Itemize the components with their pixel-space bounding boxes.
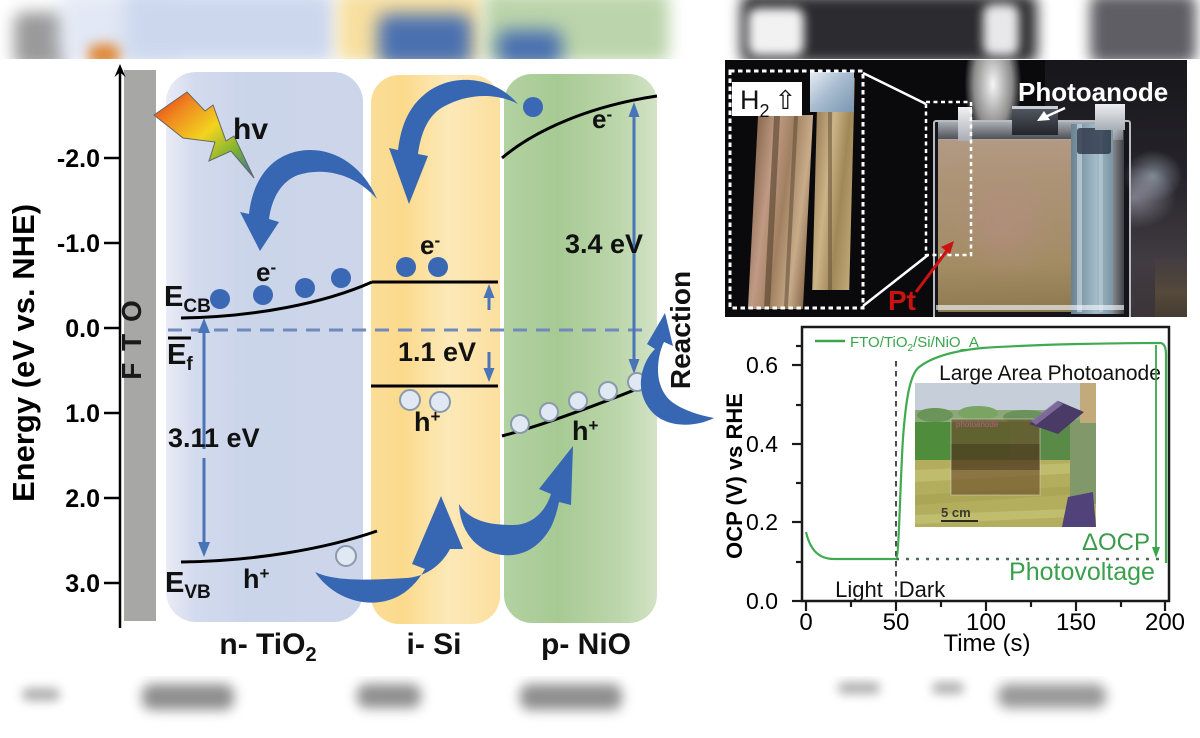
- svg-text:1.0: 1.0: [65, 400, 100, 428]
- svg-text:2.0: 2.0: [65, 485, 100, 513]
- svg-text:3.0: 3.0: [65, 570, 100, 598]
- svg-text:3.11 eV: 3.11 eV: [168, 423, 260, 453]
- svg-text:5 cm: 5 cm: [941, 505, 971, 520]
- svg-text:FTO/TiO2/Si/NiO_A: FTO/TiO2/Si/NiO_A: [850, 334, 979, 354]
- svg-text:200: 200: [1145, 609, 1185, 636]
- svg-text:Time (s): Time (s): [943, 630, 1030, 657]
- svg-text:p- NiO: p- NiO: [541, 628, 631, 661]
- svg-text:Photoanode: Photoanode: [1018, 77, 1168, 107]
- svg-text:100: 100: [966, 609, 1006, 636]
- svg-text:Light: Light: [835, 577, 883, 602]
- svg-text:Dark: Dark: [899, 577, 946, 602]
- svg-text:0.0: 0.0: [746, 588, 778, 614]
- svg-text:Energy (eV vs. NHE): Energy (eV vs. NHE): [6, 204, 41, 502]
- svg-text:-1.0: -1.0: [57, 230, 100, 258]
- svg-text:0: 0: [799, 609, 812, 636]
- svg-text:Photovoltage: Photovoltage: [1009, 558, 1155, 586]
- svg-text:3.4 eV: 3.4 eV: [565, 229, 643, 259]
- svg-text:0.4: 0.4: [746, 431, 778, 457]
- svg-text:Large Area Photoanode: Large Area Photoanode: [939, 362, 1161, 385]
- svg-text:-2.0: -2.0: [57, 145, 100, 173]
- svg-text:Reaction: Reaction: [665, 271, 696, 389]
- svg-text:150: 150: [1056, 609, 1096, 636]
- svg-text:OCP (V) vs RHE: OCP (V) vs RHE: [722, 393, 747, 559]
- svg-text:hv: hv: [233, 113, 268, 146]
- svg-text:0.6: 0.6: [746, 352, 778, 378]
- svg-text:Ef: Ef: [167, 339, 193, 375]
- svg-text:0.2: 0.2: [746, 509, 778, 535]
- svg-text:0.0: 0.0: [65, 315, 100, 343]
- svg-text:Pt: Pt: [888, 285, 916, 316]
- svg-text:ΔOCP: ΔOCP: [1082, 529, 1150, 556]
- svg-text:1.1 eV: 1.1 eV: [398, 337, 476, 367]
- svg-text:n- TiO2: n- TiO2: [219, 628, 316, 666]
- svg-text:photoanode: photoanode: [956, 420, 999, 429]
- svg-text:50: 50: [883, 609, 910, 636]
- svg-text:i- Si: i- Si: [406, 628, 461, 661]
